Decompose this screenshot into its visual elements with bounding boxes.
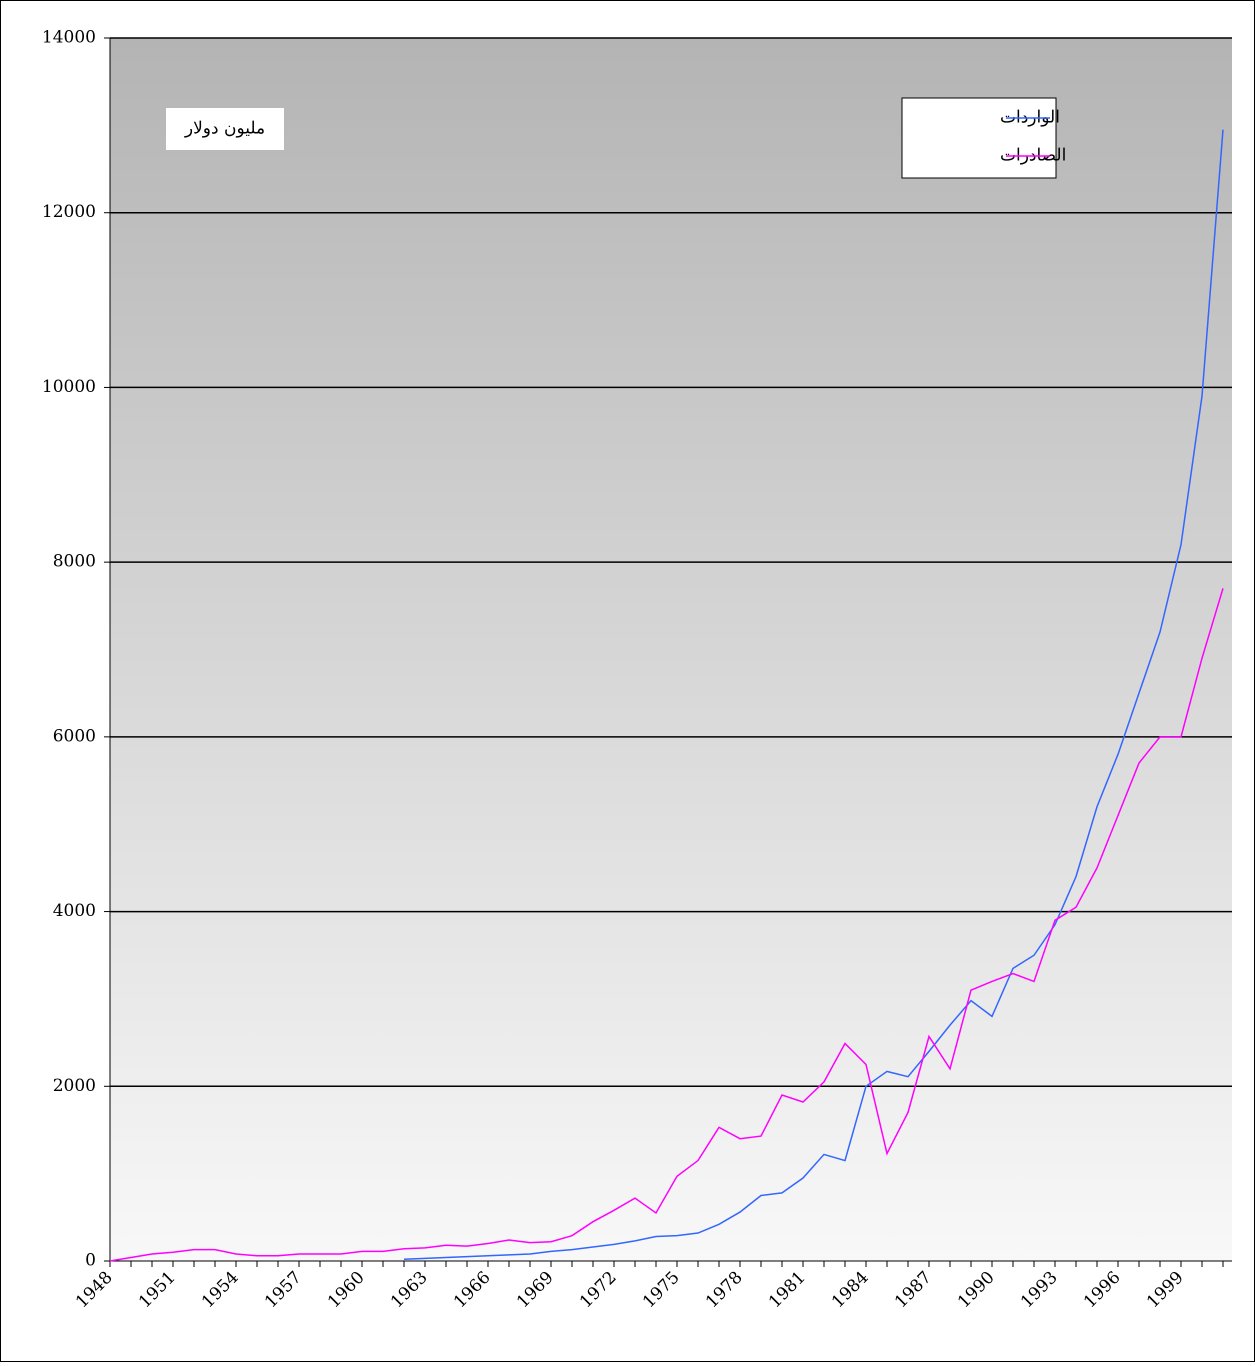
y-tick-label: 12000 xyxy=(42,202,96,222)
legend xyxy=(901,97,1057,179)
series-line xyxy=(109,588,1224,1262)
annotation: مليون دولار xyxy=(184,119,265,139)
y-tick-label: 4000 xyxy=(53,901,96,921)
annotation-box xyxy=(166,108,284,150)
y-tick-label: 2000 xyxy=(53,1076,96,1096)
y-tick-label: 8000 xyxy=(53,552,96,572)
y-tick-label: 14000 xyxy=(42,28,96,48)
y-tick-label: 0 xyxy=(85,1251,96,1271)
plot-area xyxy=(110,38,1232,1261)
series-line xyxy=(403,129,1224,1260)
y-tick-label: 6000 xyxy=(53,726,96,746)
y-tick-label: 10000 xyxy=(42,377,96,397)
